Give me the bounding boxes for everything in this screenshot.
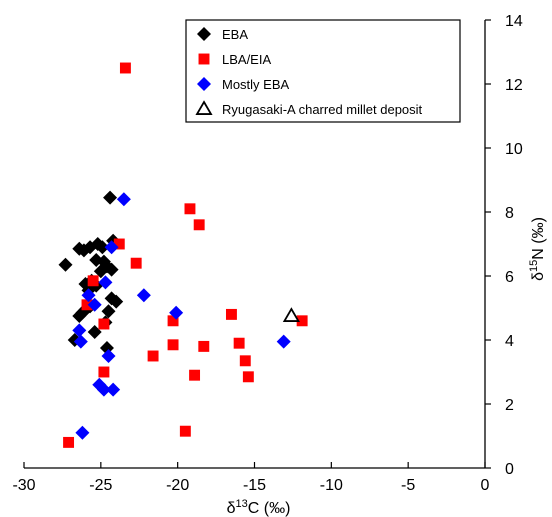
y-axis-title-prefix: δ <box>530 272 547 281</box>
legend-label: Mostly EBA <box>222 77 290 92</box>
data-point <box>198 340 210 352</box>
y-axis-ticks: 0 2 4 6 8 10 12 14 <box>485 13 523 478</box>
data-point <box>106 382 121 397</box>
legend-marker <box>198 53 210 65</box>
legend-marker <box>197 77 211 91</box>
series-group <box>72 192 291 440</box>
data-point <box>119 62 131 74</box>
scatter-points <box>58 62 308 448</box>
data-point <box>101 349 116 363</box>
data-point <box>130 257 142 269</box>
data-point <box>72 323 87 338</box>
data-point <box>189 369 201 381</box>
y-tick-label: 0 <box>505 461 514 478</box>
legend-marker <box>195 100 213 115</box>
data-point <box>193 219 205 231</box>
legend-label: Ryugasaki-A charred millet deposit <box>222 102 423 117</box>
data-point <box>282 307 300 322</box>
x-axis-title-prefix: δ <box>227 500 236 517</box>
data-point <box>87 275 99 287</box>
data-point <box>104 262 119 277</box>
legend: EBA LBA/EIA Mostly EBA Ryugasaki-A charred … <box>185 19 461 123</box>
x-tick-label: 0 <box>481 477 490 494</box>
y-axis-title-sup: 15 <box>528 260 540 272</box>
data-point <box>104 240 119 255</box>
y-tick-label: 10 <box>505 141 523 158</box>
data-point <box>81 288 96 303</box>
x-tick-label: -25 <box>89 477 112 494</box>
series-group <box>58 190 124 355</box>
data-point <box>136 288 151 303</box>
data-point <box>113 238 125 250</box>
data-point <box>95 240 110 255</box>
x-axis-title-suffix: C (‰) <box>248 500 291 517</box>
data-point <box>81 299 93 311</box>
x-tick-label: -10 <box>320 477 343 494</box>
data-point <box>96 382 111 397</box>
data-point <box>233 337 245 349</box>
x-tick-label: -30 <box>12 477 35 494</box>
y-axis-title-suffix: N (‰) <box>530 217 547 260</box>
data-point <box>169 305 184 320</box>
data-point <box>167 315 179 327</box>
data-point <box>101 304 116 319</box>
x-axis-title-sup: 13 <box>236 498 248 510</box>
data-point <box>98 366 110 378</box>
data-point <box>116 192 131 207</box>
data-point <box>296 315 308 327</box>
data-point <box>73 334 88 349</box>
y-tick-label: 14 <box>505 13 523 30</box>
y-tick-label: 2 <box>505 397 514 414</box>
legend-box <box>185 19 461 123</box>
data-point <box>242 371 254 383</box>
data-point <box>58 257 73 272</box>
data-point <box>276 334 291 349</box>
y-axis-title: δ15N (‰) <box>528 217 547 281</box>
data-point <box>167 339 179 351</box>
data-point <box>87 325 102 339</box>
data-point <box>225 308 237 320</box>
series-group <box>63 62 308 448</box>
x-tick-label: -15 <box>243 477 266 494</box>
data-point <box>239 355 251 367</box>
data-point <box>63 436 75 448</box>
x-tick-label: -5 <box>401 477 415 494</box>
data-point <box>147 350 159 362</box>
x-axis-ticks: -30 -25 -20 -15 -10 -5 0 <box>12 462 490 494</box>
legend-label: LBA/EIA <box>222 52 271 67</box>
data-point <box>75 425 90 440</box>
legend-label: EBA <box>222 27 248 42</box>
legend-marker <box>197 27 211 41</box>
data-point <box>93 264 108 279</box>
y-tick-label: 12 <box>505 77 523 94</box>
data-point <box>87 297 102 312</box>
data-point <box>103 190 118 205</box>
x-tick-label: -20 <box>166 477 189 494</box>
y-tick-label: 6 <box>505 269 514 286</box>
data-point <box>72 309 87 323</box>
data-point <box>109 294 124 309</box>
data-point <box>98 318 110 330</box>
series-group <box>282 307 300 322</box>
x-axis-title: δ13C (‰) <box>227 498 291 517</box>
y-tick-label: 4 <box>505 333 514 350</box>
data-point <box>98 275 113 290</box>
y-tick-label: 8 <box>505 205 514 222</box>
data-point <box>184 203 196 215</box>
data-point <box>179 425 191 437</box>
